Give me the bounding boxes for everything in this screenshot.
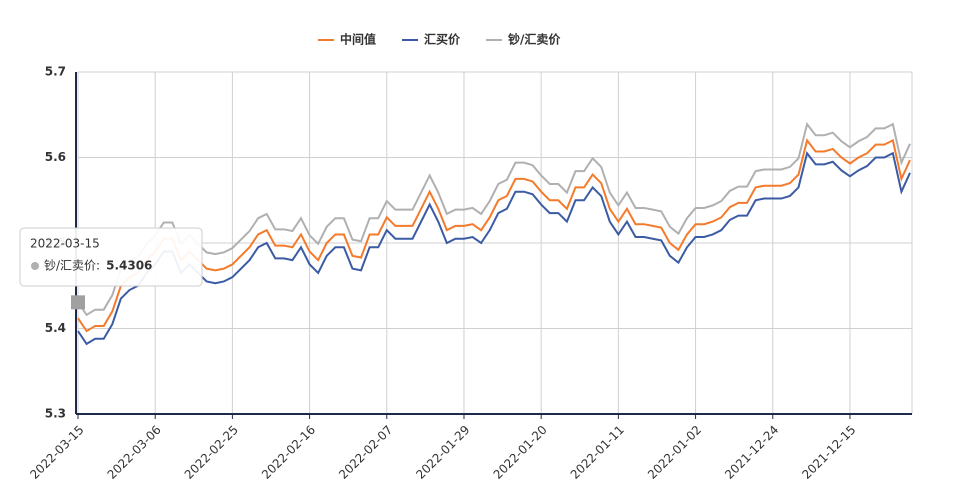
tooltip-date: 2022-03-15 <box>30 237 100 251</box>
tooltip-separator: : <box>96 259 100 273</box>
tooltip-dot <box>31 262 39 270</box>
x-tick-label: 2021-12-24 <box>722 423 781 482</box>
x-tick-label: 2022-01-02 <box>645 423 704 482</box>
legend-label: 汇买价 <box>424 33 461 47</box>
y-tick-label: 5.6 <box>45 150 66 164</box>
tooltip-value: 5.4306 <box>106 259 152 273</box>
series-line <box>77 150 911 346</box>
series-line <box>77 138 911 333</box>
highlight-marker <box>71 295 85 310</box>
x-tick-label: 2022-03-06 <box>105 423 164 482</box>
y-tick-label: 5.7 <box>45 65 66 79</box>
legend-label: 中间值 <box>340 32 376 47</box>
x-tick-label: 2021-12-15 <box>799 423 858 482</box>
y-tick-label: 5.3 <box>45 407 66 421</box>
tooltip <box>19 227 203 287</box>
x-tick-label: 2022-03-15 <box>27 423 86 482</box>
x-tick-label: 2022-01-20 <box>491 423 550 482</box>
series-line <box>77 121 911 317</box>
y-tick-label: 5.4 <box>45 321 66 335</box>
x-tick-label: 2022-01-11 <box>568 423 627 482</box>
x-tick-label: 2022-01-29 <box>413 423 472 482</box>
tooltip-name: 钞/汇卖价 <box>44 258 96 273</box>
legend-label: 钞/汇卖价 <box>508 32 561 47</box>
x-tick-label: 2022-02-25 <box>182 423 241 482</box>
x-tick-label: 2022-02-16 <box>259 423 318 482</box>
x-tick-label: 2022-02-07 <box>336 423 395 482</box>
